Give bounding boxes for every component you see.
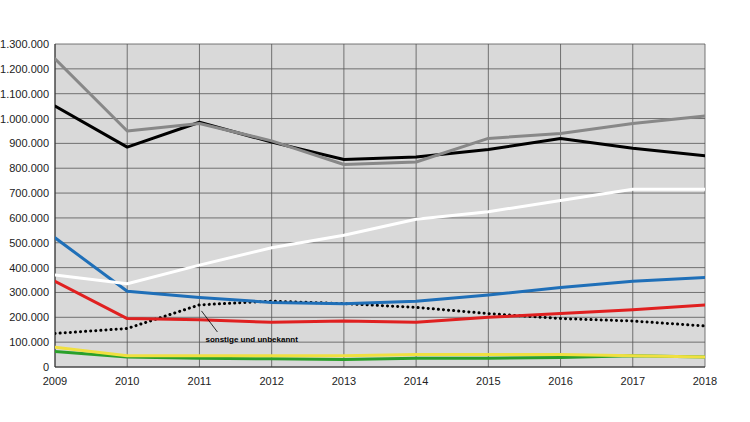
lines <box>55 59 705 360</box>
x-axis <box>55 367 705 368</box>
series-line <box>55 301 705 333</box>
x-grid-line <box>55 44 56 367</box>
y-grid-line <box>55 168 705 169</box>
x-tick-label: 2013 <box>332 375 356 387</box>
y-tick-label: 500.000 <box>9 237 49 249</box>
y-tick-label: 100.000 <box>9 336 49 348</box>
annotation-leader <box>201 311 217 332</box>
y-grid-line <box>55 44 705 45</box>
y-tick-label: 700.000 <box>9 187 49 199</box>
y-grid-line <box>55 217 705 218</box>
x-grid-line <box>343 44 344 367</box>
series-line <box>55 347 705 357</box>
y-tick-label: 1.300.000 <box>0 38 49 50</box>
y-grid-line <box>55 118 705 119</box>
x-tick-label: 2014 <box>404 375 428 387</box>
x-tick-label: 2011 <box>188 375 212 387</box>
series-line <box>55 106 705 159</box>
y-tick-label: 0 <box>43 361 49 373</box>
y-tick-label: 800.000 <box>9 162 49 174</box>
y-tick-label: 300.000 <box>9 286 49 298</box>
plot-area <box>55 44 705 367</box>
grid <box>55 44 705 367</box>
x-grid-line <box>271 44 272 367</box>
x-tick-label: 2017 <box>621 375 645 387</box>
y-grid-line <box>55 367 705 368</box>
y-axis <box>55 44 56 367</box>
series-line <box>55 189 705 283</box>
y-tick-label: 1.000.000 <box>0 113 49 125</box>
y-grid-line <box>55 68 705 69</box>
x-tick-label: 2010 <box>115 375 139 387</box>
x-tick-label: 2009 <box>43 375 67 387</box>
y-tick-label: 900.000 <box>9 137 49 149</box>
chart: 0 100.000 200.000 300.000 400.000 500.000 600.… <box>0 0 750 422</box>
y-tick-label: 600.000 <box>9 212 49 224</box>
y-tick-label: 1.100.000 <box>0 88 49 100</box>
y-tick-label: 200.000 <box>9 311 49 323</box>
y-grid-line <box>55 242 705 243</box>
annotation: sonstige und unbekannt <box>205 335 298 344</box>
x-grid-line <box>632 44 633 367</box>
x-grid-line <box>705 44 706 367</box>
x-tick-label: 2018 <box>693 375 717 387</box>
series-line <box>55 238 705 304</box>
y-grid-line <box>55 93 705 94</box>
x-tick-label: 2015 <box>476 375 500 387</box>
y-tick-label: 400.000 <box>9 262 49 274</box>
x-tick-label: 2016 <box>548 375 572 387</box>
series-line <box>55 59 705 165</box>
y-tick-label: 1.200.000 <box>0 63 49 75</box>
x-tick-label: 2012 <box>259 375 283 387</box>
y-grid-line <box>55 342 705 343</box>
y-grid-line <box>55 267 705 268</box>
x-grid-line <box>416 44 417 367</box>
